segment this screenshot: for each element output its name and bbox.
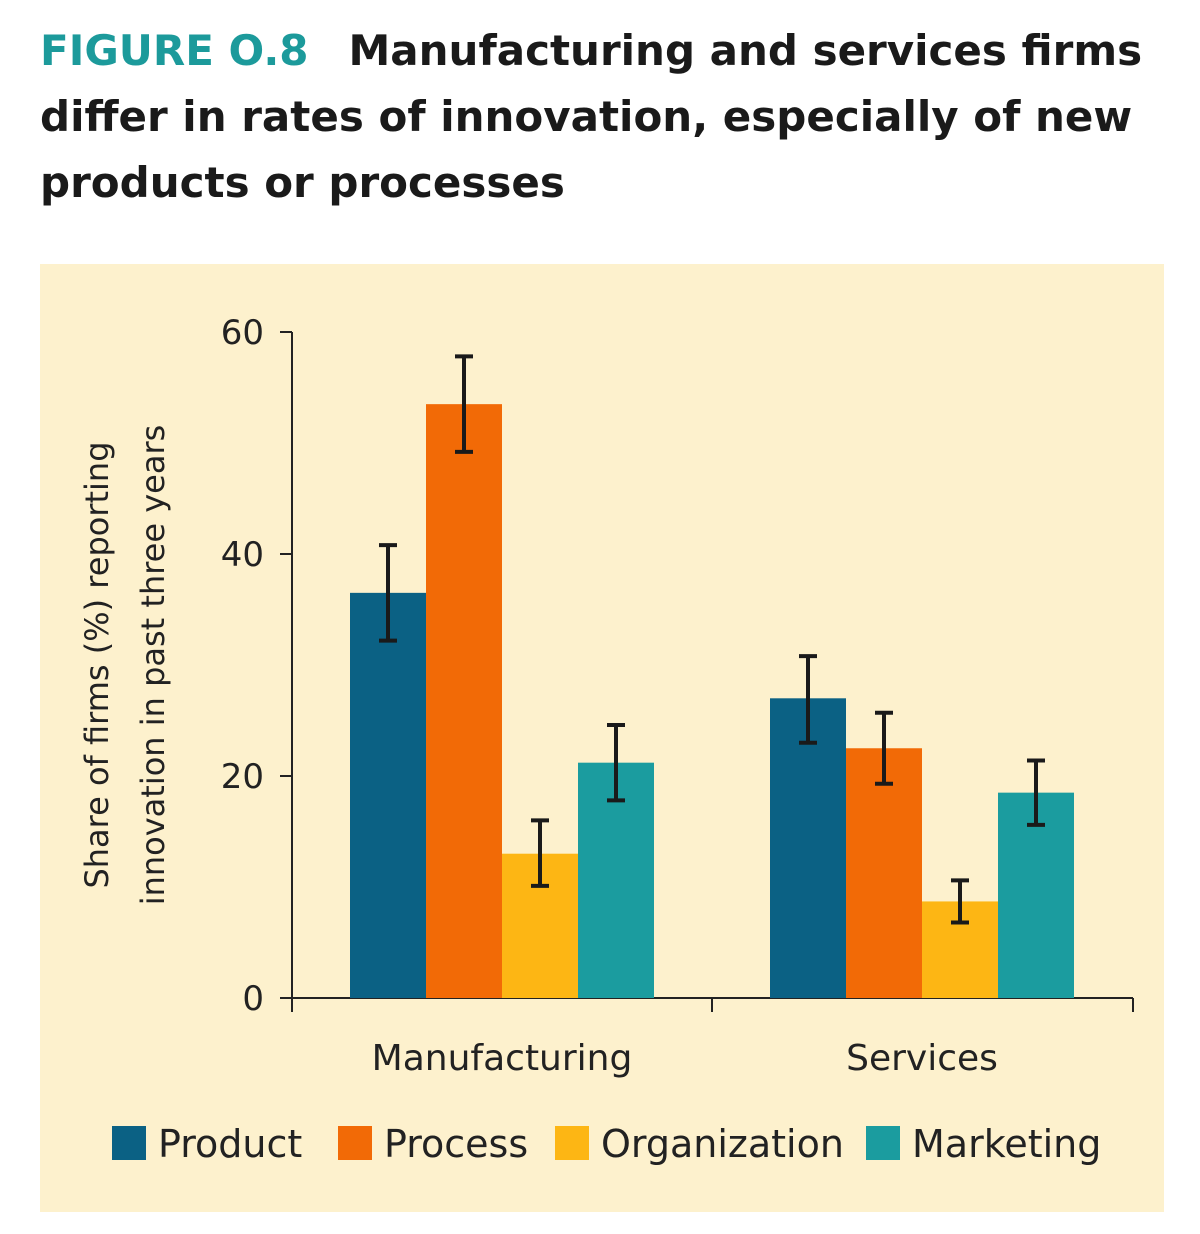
y-axis-title: Share of firms (%) reporting (78, 441, 116, 888)
legend-swatch-product (112, 1126, 146, 1160)
category-label: Manufacturing (372, 1038, 633, 1079)
y-axis-title: innovation in past three years (134, 425, 172, 906)
chart-panel (40, 264, 1164, 1212)
bar-process-services (846, 748, 922, 998)
legend-swatch-marketing (866, 1126, 900, 1160)
legend-swatch-process (338, 1126, 372, 1160)
bar-process-manufacturing (426, 404, 502, 998)
bar-product-services (770, 698, 846, 998)
legend-label-process: Process (384, 1122, 528, 1166)
y-tick-label: 20 (221, 757, 264, 797)
y-tick-label: 60 (221, 313, 264, 353)
legend-label-organization: Organization (601, 1122, 844, 1166)
legend-label-product: Product (158, 1122, 302, 1166)
bar-product-manufacturing (350, 592, 426, 998)
legend-label-marketing: Marketing (912, 1122, 1101, 1166)
category-label: Services (846, 1038, 998, 1079)
figure-title-text: Manufacturing and services firms differ … (40, 26, 1143, 207)
legend-swatch-organization (555, 1126, 589, 1160)
figure-label: FIGURE O.8 (40, 26, 309, 75)
figure-title: FIGURE O.8 Manufacturing and services fir… (40, 18, 1150, 216)
y-tick-label: 40 (221, 535, 264, 575)
bar-marketing-services (998, 792, 1074, 998)
y-tick-label: 0 (242, 979, 264, 1019)
